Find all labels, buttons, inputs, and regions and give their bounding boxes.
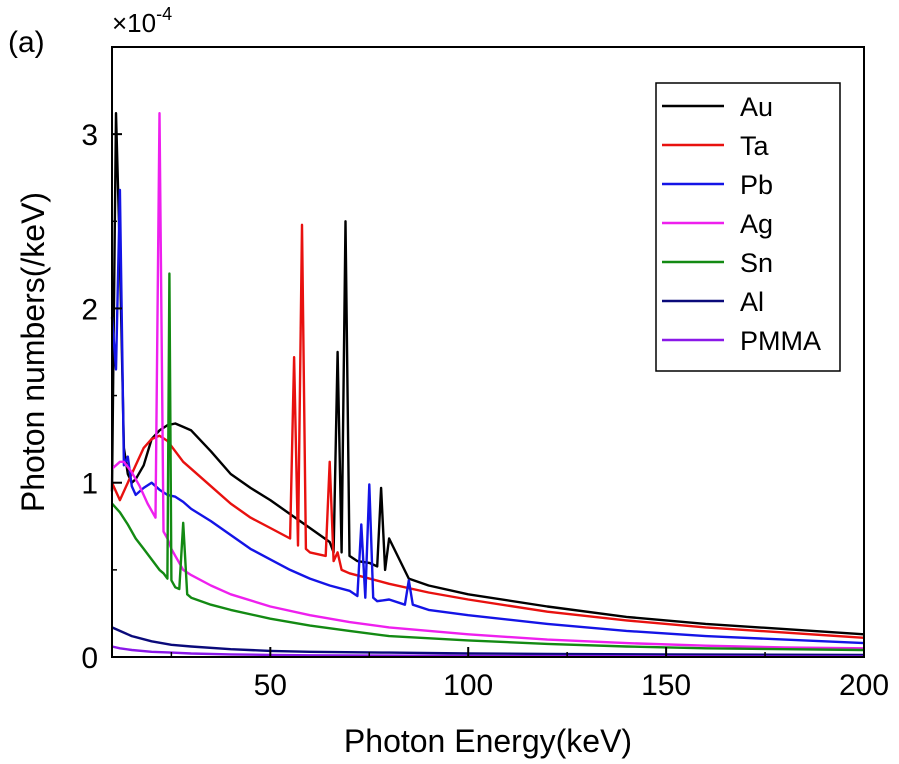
- plot-frame: [111, 46, 865, 658]
- y-multiplier: ×10-4: [112, 4, 172, 38]
- series-line-al: [111, 626, 865, 657]
- legend-label-ag: Ag: [740, 209, 773, 239]
- ticks-layer: 50 100 150 200 0 1 2 3: [81, 119, 889, 702]
- legend: Au Ta Pb Ag Sn Al PMMA: [655, 82, 841, 372]
- legend-box: [655, 82, 841, 372]
- y-axis-title: Photon numbers(/keV): [15, 192, 51, 512]
- series-line-au: [110, 112, 865, 636]
- series-line-pb: [110, 188, 865, 645]
- legend-label-pb: Pb: [740, 170, 773, 200]
- y-tick-label: 0: [81, 642, 98, 675]
- panel-label: (a): [8, 26, 45, 59]
- x-tick-label: 200: [839, 669, 889, 702]
- y-tick-label: 3: [81, 119, 98, 152]
- legend-label-al: Al: [740, 287, 764, 317]
- x-tick-label: 150: [641, 669, 691, 702]
- x-tick-label: 100: [443, 669, 493, 702]
- y-tick-label: 1: [81, 468, 98, 501]
- legend-label-au: Au: [740, 92, 773, 122]
- legend-label-pmma: PMMA: [740, 326, 821, 356]
- series-line-sn: [111, 272, 865, 652]
- y-multiplier-exponent: -4: [156, 4, 172, 24]
- series-layer: [110, 112, 865, 658]
- y-multiplier-base: ×10: [112, 8, 156, 38]
- legend-label-sn: Sn: [740, 248, 773, 278]
- x-tick-label: 50: [254, 669, 287, 702]
- y-tick-label: 2: [81, 293, 98, 326]
- x-axis-title: Photon Energy(keV): [344, 723, 632, 759]
- legend-label-ta: Ta: [740, 131, 770, 161]
